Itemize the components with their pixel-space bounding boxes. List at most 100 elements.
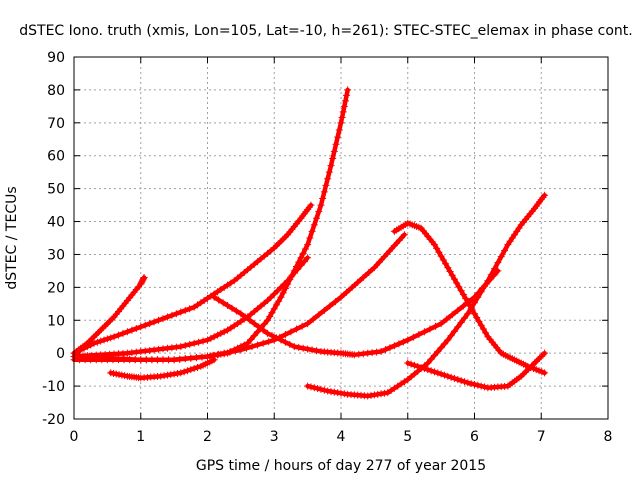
- data-point: [299, 249, 307, 257]
- data-point: [326, 302, 334, 310]
- data-point: [471, 299, 478, 307]
- data-point: [395, 340, 403, 348]
- data-point: [444, 264, 452, 272]
- y-tick-label: 20: [47, 280, 65, 296]
- data-point: [83, 343, 91, 351]
- data-point: [150, 318, 158, 326]
- data-point: [404, 359, 412, 367]
- data-point: [322, 181, 330, 189]
- data-point: [293, 325, 300, 333]
- data-point: [477, 321, 485, 329]
- data-point: [226, 348, 234, 356]
- data-point: [343, 91, 351, 99]
- data-series: [70, 273, 148, 357]
- data-point: [141, 347, 149, 355]
- data-point: [157, 372, 165, 380]
- data-point: [331, 298, 339, 306]
- data-point: [443, 315, 451, 323]
- data-point: [272, 334, 280, 342]
- data-point: [250, 332, 258, 340]
- data-point: [534, 356, 542, 364]
- data-point: [439, 256, 447, 264]
- data-point: [531, 359, 539, 367]
- data-point: [290, 343, 298, 351]
- data-point: [281, 331, 289, 339]
- data-point: [348, 283, 356, 291]
- data-point: [259, 326, 267, 334]
- data-point: [479, 325, 487, 333]
- series-line: [71, 232, 407, 363]
- data-point: [344, 86, 352, 94]
- data-point: [167, 371, 175, 379]
- data-point: [337, 389, 345, 397]
- data-point: [330, 388, 338, 396]
- data-point: [299, 344, 307, 352]
- data-point: [437, 320, 445, 328]
- data-point: [242, 344, 250, 352]
- data-point: [275, 297, 283, 305]
- data-point: [293, 263, 300, 271]
- data-point: [460, 378, 468, 386]
- data-point: [199, 337, 207, 345]
- data-point: [364, 349, 372, 357]
- data-point: [414, 362, 422, 370]
- data-point: [281, 284, 289, 292]
- data-point: [260, 320, 268, 328]
- data-point: [457, 287, 465, 295]
- data-point: [354, 278, 362, 286]
- data-point: [207, 334, 215, 342]
- data-point: [103, 335, 111, 343]
- data-point: [177, 343, 185, 351]
- data-point: [220, 328, 228, 336]
- data-point: [286, 340, 294, 348]
- chart-title: dSTEC Iono. truth (xmis, Lon=105, Lat=-1…: [19, 23, 632, 39]
- data-point: [265, 338, 273, 346]
- data-point: [350, 351, 358, 359]
- data-point: [399, 338, 407, 346]
- data-point: [417, 363, 425, 371]
- data-point: [246, 316, 254, 324]
- data-point: [295, 343, 303, 351]
- data-point: [146, 346, 154, 354]
- data-point: [192, 354, 200, 362]
- data-point: [137, 348, 145, 356]
- data-point: [459, 290, 467, 298]
- data-point: [308, 346, 316, 354]
- data-point: [426, 325, 434, 333]
- data-series: [107, 356, 218, 382]
- data-series: [304, 191, 549, 400]
- data-point: [457, 377, 465, 385]
- data-point: [195, 338, 203, 346]
- data-point: [308, 227, 316, 235]
- data-point: [359, 350, 367, 358]
- data-point: [539, 351, 547, 359]
- data-point: [319, 195, 327, 203]
- data-point: [183, 367, 191, 375]
- data-point: [473, 314, 481, 322]
- data-point: [464, 298, 472, 306]
- data-point: [204, 336, 211, 344]
- data-point: [315, 208, 323, 216]
- data-point: [155, 345, 163, 353]
- data-point: [446, 267, 454, 275]
- data-point: [264, 297, 272, 305]
- data-point: [359, 273, 367, 281]
- data-point: [186, 305, 194, 313]
- data-point: [314, 385, 322, 393]
- data-point: [298, 322, 306, 330]
- data-point: [442, 260, 450, 268]
- data-point: [306, 234, 314, 242]
- data-point: [77, 346, 85, 354]
- y-tick-label: 0: [56, 346, 65, 362]
- data-point: [409, 333, 417, 341]
- data-point: [337, 119, 345, 127]
- data-point: [268, 309, 276, 317]
- data-point: [327, 388, 335, 396]
- data-point: [430, 351, 438, 359]
- data-point: [320, 386, 328, 394]
- data-point: [484, 277, 492, 285]
- data-point: [181, 342, 189, 350]
- data-point: [272, 301, 280, 309]
- data-point: [284, 280, 292, 288]
- data-point: [375, 258, 383, 266]
